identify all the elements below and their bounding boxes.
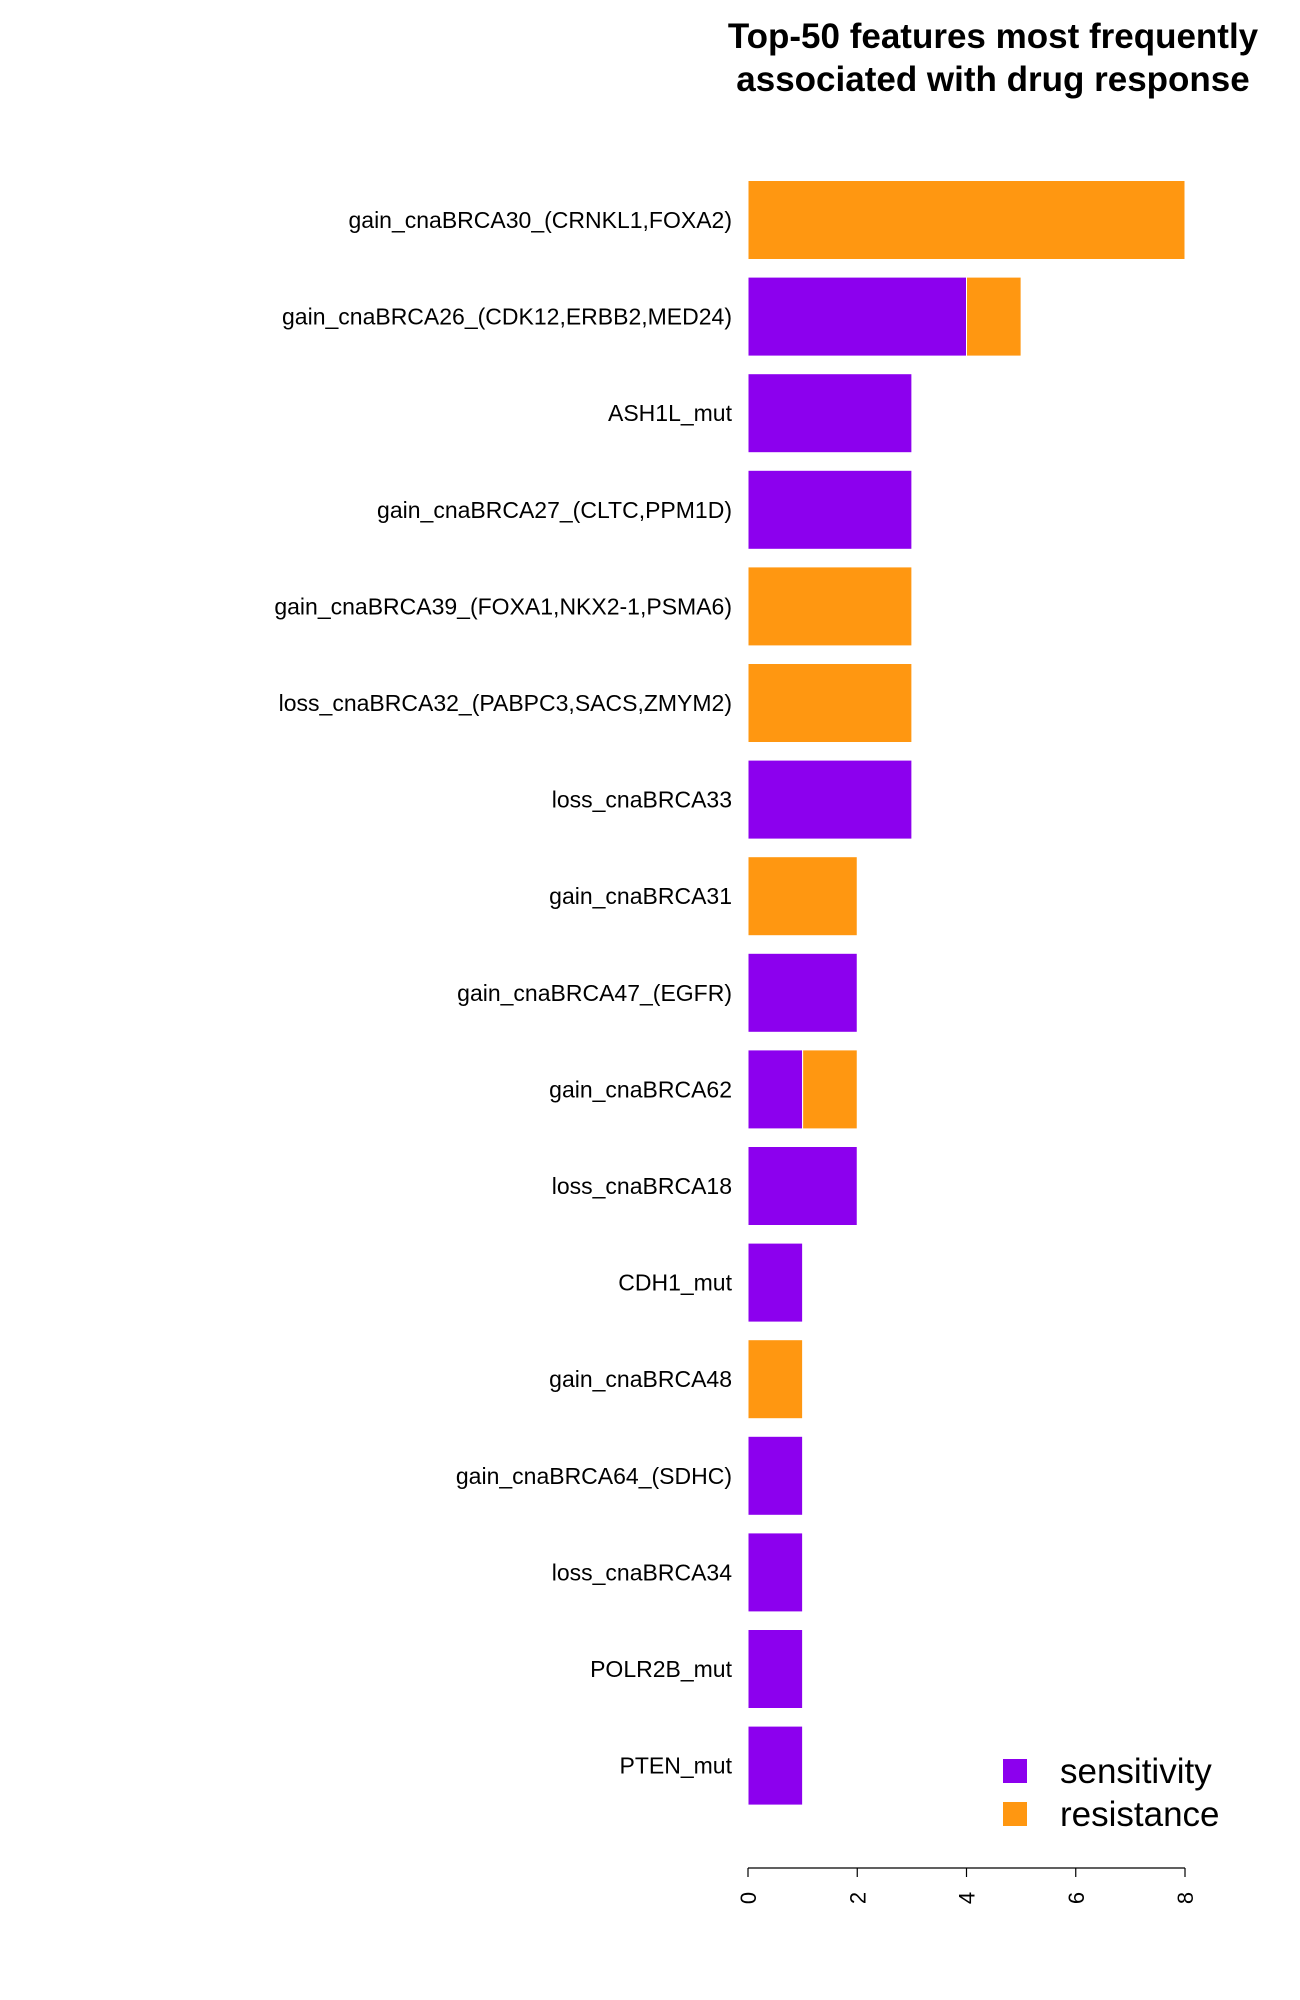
category-label: CDH1_mut bbox=[618, 1270, 732, 1296]
category-label: gain_cnaBRCA64_(SDHC) bbox=[456, 1463, 732, 1489]
bar-sensitivity-7 bbox=[747, 759, 913, 840]
bar-sensitivity-12 bbox=[747, 1242, 804, 1323]
chart-title-line-2: associated with drug response bbox=[736, 60, 1249, 99]
category-label: PTEN_mut bbox=[620, 1753, 733, 1779]
legend-swatch-resistance bbox=[1003, 1802, 1027, 1826]
bar-sensitivity-11 bbox=[747, 1146, 858, 1226]
category-label: gain_cnaBRCA31 bbox=[549, 883, 732, 909]
bar-sensitivity-3 bbox=[747, 373, 913, 454]
category-label: gain_cnaBRCA30_(CRNKL1,FOXA2) bbox=[348, 207, 732, 233]
bar-resistance-13 bbox=[747, 1339, 804, 1420]
legend-label-sensitivity: sensitivity bbox=[1060, 1752, 1212, 1791]
x-tick-label: 4 bbox=[955, 1892, 980, 1904]
category-label: gain_cnaBRCA47_(EGFR) bbox=[457, 980, 732, 1006]
category-label: gain_cnaBRCA48 bbox=[549, 1366, 732, 1392]
bars bbox=[747, 180, 1186, 1806]
bar-resistance-1 bbox=[747, 180, 1186, 260]
bar-sensitivity-17 bbox=[747, 1725, 804, 1806]
x-tick-label: 8 bbox=[1173, 1892, 1198, 1904]
category-label: gain_cnaBRCA39_(FOXA1,NKX2-1,PSMA6) bbox=[274, 593, 732, 619]
bar-sensitivity-15 bbox=[747, 1532, 804, 1613]
legend: sensitivity resistance bbox=[1003, 1752, 1220, 1834]
category-label: loss_cnaBRCA18 bbox=[552, 1173, 732, 1199]
bar-resistance-5 bbox=[747, 566, 913, 647]
bar-sensitivity-14 bbox=[747, 1435, 804, 1516]
legend-label-resistance: resistance bbox=[1060, 1795, 1220, 1834]
category-label: loss_cnaBRCA34 bbox=[552, 1559, 732, 1585]
x-axis: 0 2 4 6 8 bbox=[736, 1867, 1198, 1904]
bar-sensitivity-16 bbox=[747, 1629, 804, 1709]
chart-title-line-1: Top-50 features most frequently bbox=[728, 17, 1259, 56]
bar-resistance-10 bbox=[802, 1049, 858, 1130]
x-tick-label: 2 bbox=[845, 1892, 870, 1904]
category-label: loss_cnaBRCA32_(PABPC3,SACS,ZMYM2) bbox=[279, 690, 732, 716]
bar-resistance-2 bbox=[966, 276, 1022, 357]
bar-sensitivity-9 bbox=[747, 952, 858, 1033]
category-label: gain_cnaBRCA62 bbox=[549, 1076, 732, 1102]
x-tick-label: 0 bbox=[736, 1892, 761, 1904]
category-label: POLR2B_mut bbox=[590, 1656, 733, 1682]
bar-resistance-6 bbox=[747, 663, 913, 743]
chart-title: Top-50 features most frequently associate… bbox=[728, 17, 1259, 99]
bar-sensitivity-10 bbox=[747, 1049, 804, 1130]
category-label: ASH1L_mut bbox=[608, 400, 733, 426]
category-label: gain_cnaBRCA27_(CLTC,PPM1D) bbox=[377, 497, 732, 523]
category-label: gain_cnaBRCA26_(CDK12,ERBB2,MED24) bbox=[282, 304, 732, 330]
legend-swatch-sensitivity bbox=[1003, 1759, 1027, 1783]
bar-sensitivity-4 bbox=[747, 469, 913, 550]
category-label: loss_cnaBRCA33 bbox=[552, 787, 732, 813]
category-labels: gain_cnaBRCA30_(CRNKL1,FOXA2) gain_cnaBRC… bbox=[274, 207, 732, 1779]
bar-sensitivity-2 bbox=[747, 276, 967, 357]
bar-resistance-8 bbox=[747, 856, 858, 937]
x-tick-label: 6 bbox=[1064, 1892, 1089, 1904]
